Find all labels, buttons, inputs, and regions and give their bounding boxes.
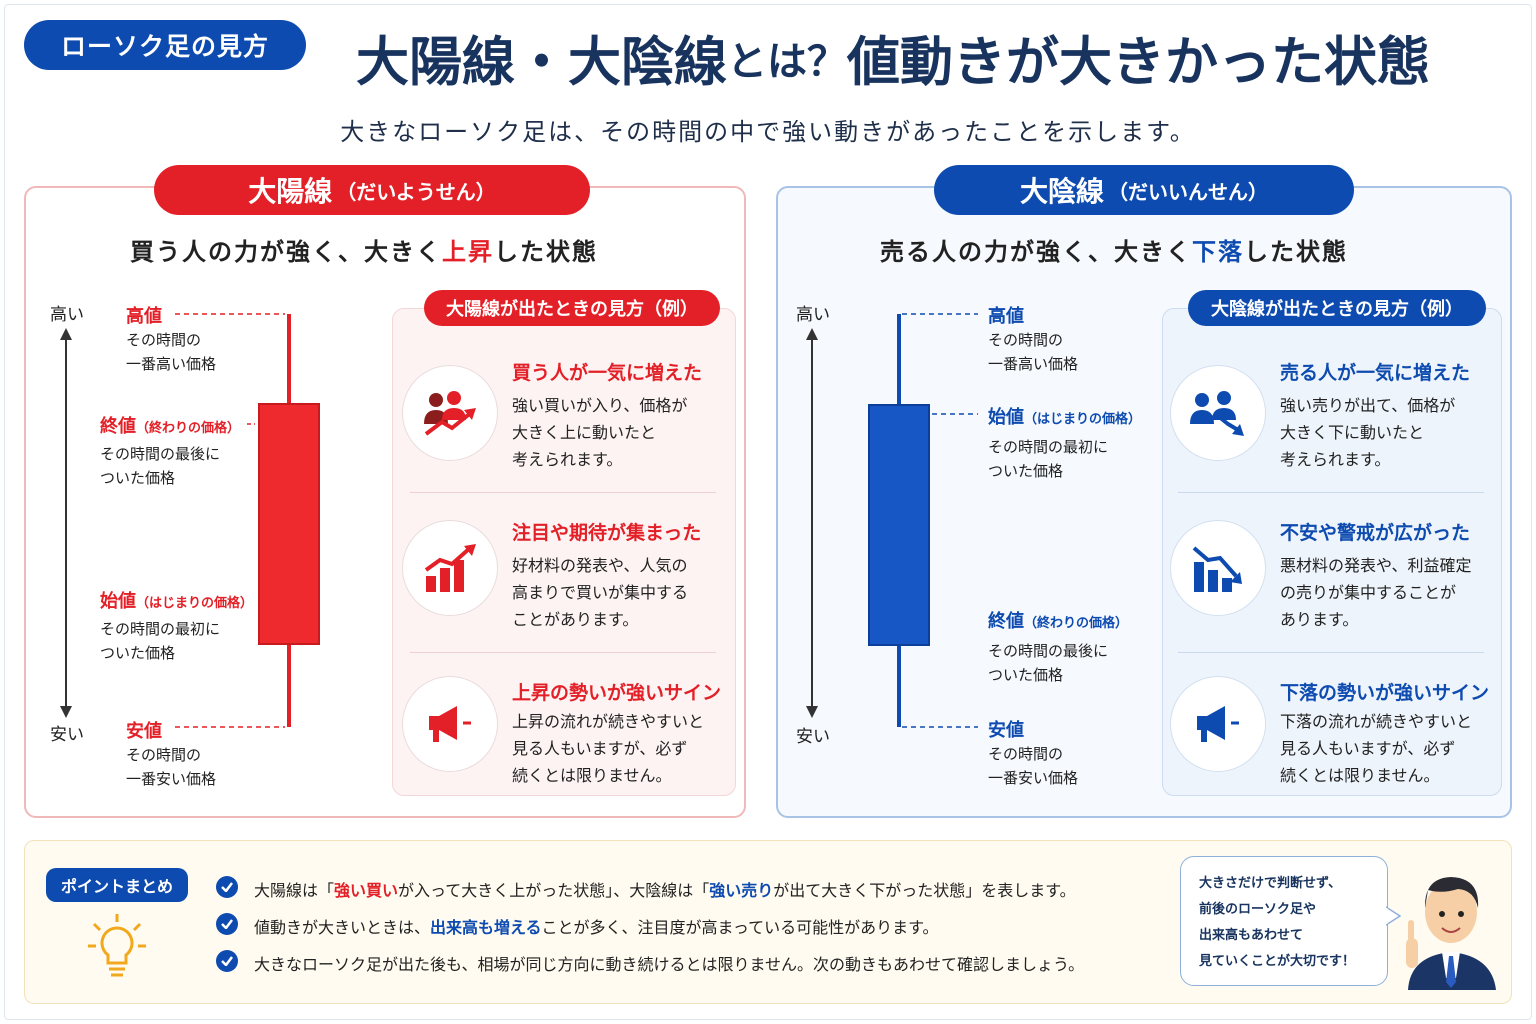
axis-high-label: 高い [796, 305, 830, 325]
yang-item2-head: 注目や期待が集まった [512, 522, 702, 544]
yin-title-reading: （だいいんせん） [1108, 179, 1268, 204]
summary-tag: ポイントまとめ [46, 868, 188, 902]
divider [1178, 652, 1484, 653]
yang-item1-body: 強い買いが入り、価格が 大きく上に動いたと 考えられます。 [512, 396, 688, 469]
yin-item3-head: 下落の勢いが強いサイン [1280, 682, 1490, 704]
yin-item3-body: 下落の流れが続きやすいと 見る人もいますが、必ず 続くとは限りません。 [1280, 712, 1473, 785]
yin-item1-body: 強い売りが出て、価格が 大きく下に動いたと 考えられます。 [1280, 396, 1456, 469]
yang-title-text: 大陽線 [248, 175, 333, 208]
yang-high-label: 高値 その時間の 一番高い価格 [126, 306, 217, 373]
yin-item2-body: 悪材料の発表や、利益確定 の売りが集中することが あります。 [1280, 556, 1472, 629]
axis-low-label: 安い [796, 727, 830, 747]
check-icon [216, 950, 238, 972]
yin-close-label: 終値（終わりの価格） その時間の最後に ついた価格 [988, 611, 1129, 684]
yang-candle [175, 313, 320, 728]
yin-high-label: 高値 その時間の 一番高い価格 [988, 306, 1079, 373]
axis-low-label: 安い [50, 725, 84, 745]
bar-chart-down-icon [1170, 520, 1266, 616]
summary-point-3: 大きなローソク足が出た後も、相場が同じ方向に動き続けるとは限りません。次の動きも… [254, 955, 1085, 974]
yin-low-label: 安値 その時間の 一番安い価格 [988, 720, 1079, 787]
yang-item2-body: 好材料の発表や、人気の 高まりで買いが集中する ことがあります。 [512, 556, 689, 629]
yang-item3-body: 上昇の流れが続きやすいと 見る人もいますが、必ず 続くとは限りません。 [512, 712, 705, 785]
yin-examples-title: 大陰線が出たときの見方（例） [1188, 290, 1486, 326]
page-subtitle: 大きなローソク足は、その時間の中で強い動きがあったことを示します。 [340, 118, 1196, 146]
yin-open-label: 始値（はじまりの価格） その時間の最初に ついた価格 [988, 407, 1142, 480]
page-title: 大陽線・大陰線 とは？ 値動きが大きかった状態 [318, 18, 1468, 98]
yin-item2-head: 不安や警戒が広がった [1280, 522, 1471, 544]
yang-open-label: 始値（はじまりの価格） その時間の最初に ついた価格 [100, 591, 254, 662]
summary-point-1: 大陽線は「強い買いが入って大きく上がった状態」、大陰線は「強い売りが出て大きく下… [254, 881, 1076, 900]
bubble-tail [1386, 906, 1402, 926]
yang-low-label: 安値 その時間の 一番安い価格 [126, 721, 217, 788]
yang-close-label: 終値（終わりの価格） その時間の最後に ついた価格 [100, 416, 241, 487]
page-frame [4, 4, 1532, 1020]
people-down-icon [1170, 365, 1266, 461]
title-main: 大陽線・大陰線 [356, 32, 727, 93]
yang-examples-title: 大陽線が出たときの見方（例） [424, 290, 720, 326]
check-icon [216, 876, 238, 898]
section-tag: ローソク足の見方 [24, 20, 306, 70]
yin-desc-post: した状態 [1244, 238, 1348, 266]
yang-desc-pre: 買う人の力が強く、大きく [130, 238, 442, 266]
advice-bubble: 大きさだけで判断せず、 前後のローソク足や 出来高もあわせて 見ていくことが大切… [1180, 856, 1388, 986]
divider [410, 492, 716, 493]
price-axis-arrow [60, 328, 72, 718]
title-rest: 値動きが大きかった状態 [847, 32, 1430, 93]
title-question: とは？ [727, 39, 847, 85]
yin-desc-accent: 下落 [1192, 238, 1244, 266]
yin-item1-head: 売る人が一気に増えた [1280, 362, 1471, 384]
yang-title: 大陽線 （だいようせん） [154, 165, 590, 215]
yin-desc-pre: 売る人の力が強く、大きく [880, 238, 1192, 266]
yang-item3-head: 上昇の勢いが強いサイン [512, 682, 722, 704]
yang-desc-accent: 上昇 [442, 238, 494, 266]
yang-desc-post: した状態 [494, 238, 598, 266]
yin-title-text: 大陰線 [1019, 175, 1104, 208]
lightbulb-icon [88, 914, 146, 977]
yang-title-reading: （だいようせん） [336, 179, 496, 204]
check-icon [216, 913, 238, 935]
megaphone-icon [402, 676, 498, 772]
yin-candle [868, 313, 978, 728]
summary-point-2: 値動きが大きいときは、出来高も増えることが多く、注目度が高まっている可能性があり… [254, 918, 939, 937]
divider [1178, 492, 1484, 493]
divider [410, 652, 716, 653]
yin-title: 大陰線 （だいいんせん） [934, 165, 1354, 215]
businessman-avatar [1406, 877, 1496, 990]
megaphone-icon [1170, 676, 1266, 772]
yang-description: 買う人の力が強く、大きく上昇した状態 [130, 232, 598, 267]
bar-chart-up-icon [402, 520, 498, 616]
yin-description: 売る人の力が強く、大きく下落した状態 [880, 232, 1348, 267]
price-axis-arrow [806, 328, 818, 718]
axis-high-label: 高い [50, 305, 84, 325]
people-up-icon [402, 365, 498, 461]
yang-item1-head: 買う人が一気に増えた [512, 362, 703, 384]
